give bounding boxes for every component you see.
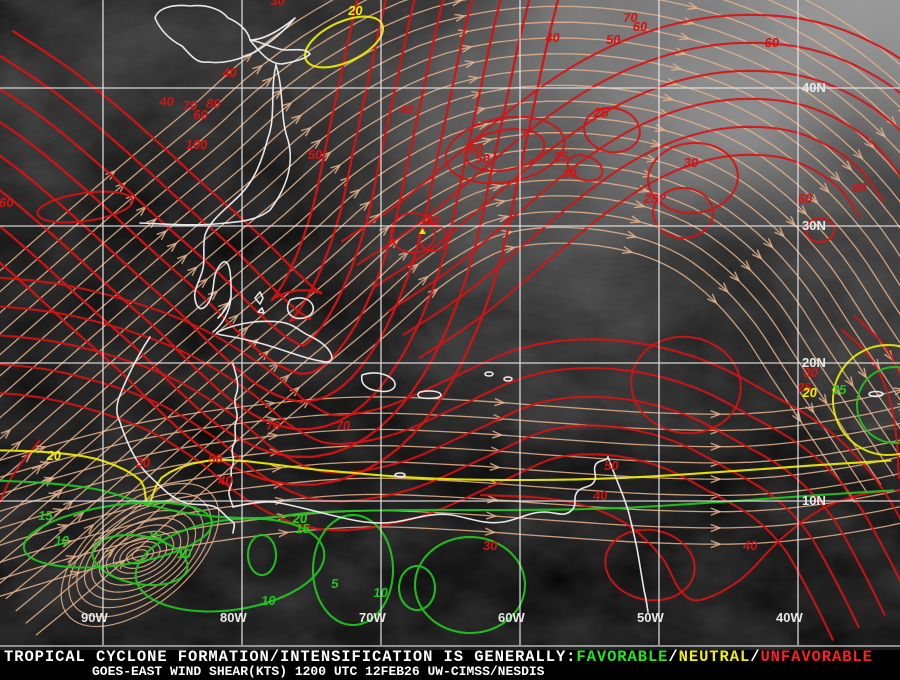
svg-text:30: 30 — [561, 166, 578, 181]
svg-text:60W: 60W — [498, 610, 525, 625]
svg-text:70: 70 — [265, 418, 282, 433]
svg-text:30: 30 — [482, 538, 499, 553]
svg-text:40: 40 — [544, 30, 561, 45]
svg-text:10N: 10N — [802, 493, 826, 508]
svg-text:70: 70 — [182, 98, 199, 113]
svg-text:90W: 90W — [81, 610, 108, 625]
svg-text:50: 50 — [605, 32, 622, 47]
svg-text:15: 15 — [37, 508, 54, 523]
svg-text:50W: 50W — [637, 610, 664, 625]
svg-text:30: 30 — [270, 0, 287, 8]
svg-text:15: 15 — [146, 528, 163, 543]
svg-text:60: 60 — [632, 19, 649, 34]
svg-text:30: 30 — [135, 455, 152, 470]
svg-text:60: 60 — [764, 35, 781, 50]
svg-text:50: 50 — [474, 151, 491, 166]
svg-text:40N: 40N — [802, 80, 826, 95]
svg-text:90: 90 — [851, 180, 868, 195]
svg-text:20: 20 — [347, 3, 364, 18]
svg-text:40: 40 — [222, 65, 239, 80]
svg-text:25: 25 — [593, 105, 610, 120]
svg-text:25: 25 — [553, 149, 570, 164]
svg-text:30N: 30N — [802, 218, 826, 233]
svg-text:20: 20 — [46, 448, 63, 463]
svg-text:70W: 70W — [359, 610, 386, 625]
svg-text:15: 15 — [831, 382, 848, 397]
svg-text:50: 50 — [307, 147, 324, 162]
svg-text:30: 30 — [683, 155, 700, 170]
svg-text:100: 100 — [185, 137, 209, 152]
svg-text:50: 50 — [207, 451, 224, 466]
svg-text:40: 40 — [158, 94, 175, 109]
svg-text:80W: 80W — [220, 610, 247, 625]
svg-text:40: 40 — [398, 102, 415, 117]
svg-text:GOES-EAST WIND SHEAR(KTS) 12: GOES-EAST WIND SHEAR(KTS) 1200 UTC 12FEB… — [92, 664, 545, 679]
svg-text:20: 20 — [802, 385, 819, 400]
svg-text:15: 15 — [294, 521, 311, 536]
svg-text:25?: 25? — [643, 191, 667, 206]
svg-text:10: 10 — [176, 546, 193, 561]
svg-text:60: 60 — [797, 191, 814, 206]
svg-text:50: 50 — [603, 458, 620, 473]
svg-text:40: 40 — [742, 538, 759, 553]
svg-text:40: 40 — [217, 473, 234, 488]
svg-text:20N: 20N — [802, 355, 826, 370]
svg-text:70: 70 — [335, 418, 352, 433]
svg-text:10: 10 — [54, 533, 71, 548]
svg-text:80: 80 — [205, 96, 222, 111]
svg-text:10: 10 — [260, 593, 277, 608]
svg-text:40W: 40W — [776, 610, 803, 625]
svg-text:60: 60 — [0, 195, 15, 210]
